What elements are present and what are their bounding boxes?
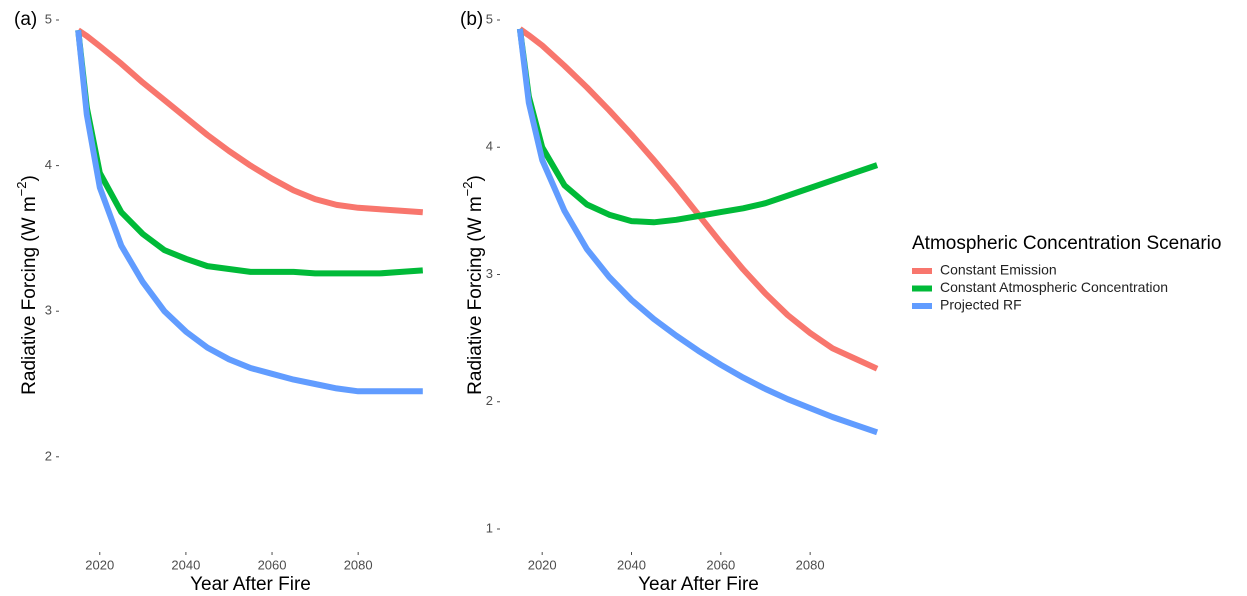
y-axis-title-sup: −2 xyxy=(14,182,29,197)
legend-label: Projected RF xyxy=(940,297,1022,313)
y-tick-label: 5 xyxy=(486,11,493,26)
y-axis-title: Radiative Forcing (W m−2) xyxy=(14,175,40,395)
panel-label: (b) xyxy=(460,9,483,30)
series-line xyxy=(516,28,879,226)
series-line xyxy=(518,26,879,372)
x-tick-label: 2020 xyxy=(85,557,114,572)
y-tick-label: 4 xyxy=(45,157,52,172)
y-axis-title-suffix: ) xyxy=(465,175,486,181)
x-tick-label: 2060 xyxy=(258,557,287,572)
y-axis-title-text: Radiative Forcing (W m xyxy=(19,196,40,395)
series-line xyxy=(75,29,424,277)
y-tick-label: 4 xyxy=(486,139,493,154)
y-axis-title-suffix: ) xyxy=(19,175,40,181)
legend-label: Constant Emission xyxy=(940,262,1057,278)
y-axis-title-sup: −2 xyxy=(460,182,475,197)
y-axis-title-text: Radiative Forcing (W m xyxy=(465,196,486,395)
y-axis-title: Radiative Forcing (W m−2) xyxy=(460,175,486,395)
y-tick-label: 5 xyxy=(45,11,52,26)
legend-title: Atmospheric Concentration Scenario xyxy=(912,233,1221,254)
y-tick-label: 3 xyxy=(486,266,493,281)
series-line xyxy=(76,27,424,216)
x-tick-label: 2080 xyxy=(796,557,825,572)
y-tick-label: 3 xyxy=(45,303,52,318)
panel-label: (a) xyxy=(14,9,37,30)
x-axis-title: Year After Fire xyxy=(638,574,759,595)
legend-label: Constant Atmospheric Concentration xyxy=(940,279,1168,295)
x-tick-label: 2040 xyxy=(617,557,646,572)
x-tick-label: 2060 xyxy=(706,557,735,572)
x-tick-label: 2080 xyxy=(344,557,373,572)
y-tick-label: 2 xyxy=(486,393,493,408)
y-tick-label: 2 xyxy=(45,448,52,463)
series-line xyxy=(516,28,879,436)
x-tick-label: 2020 xyxy=(528,557,557,572)
x-axis-title: Year After Fire xyxy=(190,574,311,595)
y-tick-label: 1 xyxy=(486,520,493,535)
series-line xyxy=(75,29,423,395)
x-tick-label: 2040 xyxy=(171,557,200,572)
